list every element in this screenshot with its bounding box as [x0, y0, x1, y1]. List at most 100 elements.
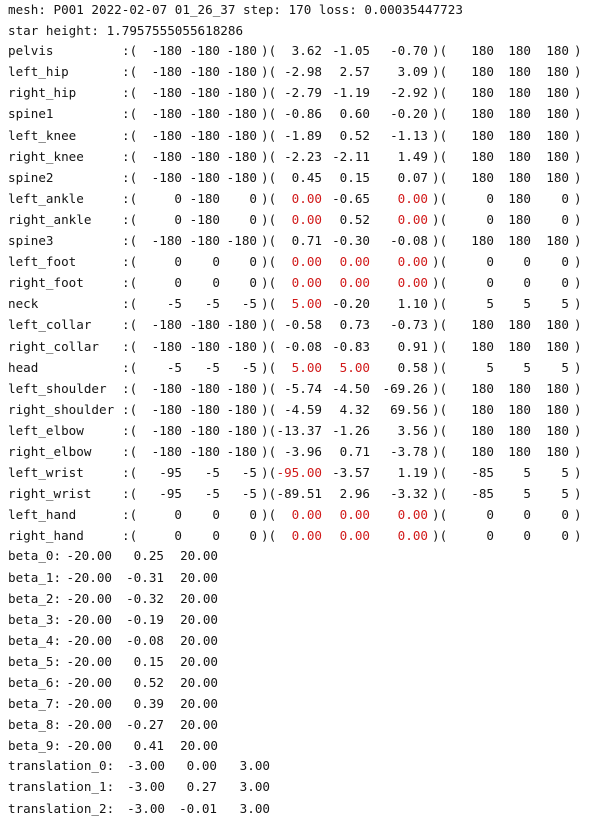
min-limit-value: 0 — [249, 507, 257, 523]
rotation-value: -2.92 — [390, 85, 428, 101]
joint-row-spine2: spine2:(-180 -180 -180)(0.45 0.15 0.07)(180 1… — [8, 167, 602, 188]
close-paren: ) — [574, 148, 582, 164]
beta-max-value: 20.00 — [180, 675, 218, 690]
separator-paren: )( — [261, 190, 277, 206]
max-limit-value: 0 — [561, 275, 569, 291]
beta-max-value: 20.00 — [180, 653, 218, 669]
separator-paren: )( — [432, 401, 448, 417]
separator-paren: )( — [261, 85, 277, 101]
separator-paren: )( — [261, 317, 277, 333]
joint-row-pelvis: pelvis:(-180 -180 -180)(3.62 -1.05 -0.70)(18… — [8, 40, 602, 61]
max-limit-value: 180 — [546, 106, 569, 122]
rotation-value: 0.73 — [339, 317, 370, 333]
separator-paren: )( — [432, 127, 448, 143]
max-limit-value: 180 — [471, 148, 494, 164]
max-limit-value: 0 — [486, 528, 494, 544]
separator-paren: )( — [261, 64, 277, 80]
beta-min-value: -20.00 — [66, 569, 113, 585]
rotation-value: -3.57 — [332, 465, 370, 481]
min-limit-value: 0 — [174, 190, 182, 206]
close-paren: ) — [574, 64, 582, 80]
min-limit-value: 0 — [174, 275, 182, 291]
rotation-value: -5.74 — [284, 380, 322, 396]
close-paren: ) — [574, 401, 582, 417]
translation-value: 0.27 — [186, 779, 217, 795]
joint-row-right-hand: right_hand:(0 0 0)(0.00 0.00 0.00)(0 0 0) — [8, 525, 602, 546]
beta-label: beta_2: — [8, 590, 62, 606]
separator-paren: )( — [432, 317, 448, 333]
joint-row-neck: neck:(-5 -5 -5)(5.00 -0.20 1.10)(5 5 5) — [8, 293, 602, 314]
separator-paren: )( — [261, 338, 277, 354]
joint-name: left_shoulder — [8, 380, 107, 396]
min-limit-value: -180 — [189, 127, 220, 143]
clamped-rotation-value: 0.00 — [339, 528, 370, 544]
min-limit-value: -180 — [189, 106, 220, 122]
rotation-value: 2.96 — [339, 486, 370, 502]
joint-row-left-hip: left_hip:(-180 -180 -180)(-2.98 2.57 3.09)(1… — [8, 61, 602, 82]
beta-row-5: beta_5: -20.00 0.15 20.00 — [8, 651, 602, 672]
min-limit-value: -180 — [226, 401, 257, 417]
beta-value: -0.08 — [126, 632, 164, 648]
rotation-value: -1.89 — [284, 127, 322, 143]
separator-paren: )( — [261, 422, 277, 438]
open-paren: :( — [122, 64, 138, 80]
rotation-value: 0.60 — [339, 106, 370, 122]
max-limit-value: 180 — [546, 43, 569, 59]
min-limit-value: -180 — [151, 169, 182, 185]
close-paren: ) — [574, 85, 582, 101]
separator-paren: )( — [261, 465, 277, 481]
close-paren: ) — [574, 528, 582, 544]
rotation-value: 0.15 — [339, 169, 370, 185]
joint-row-left-shoulder: left_shoulder:(-180 -180 -180)(-5.74 -4.50-… — [8, 378, 602, 399]
min-limit-value: -180 — [189, 317, 220, 333]
max-limit-value: 0 — [561, 507, 569, 523]
beta-label: beta_9: — [8, 738, 62, 754]
close-paren: ) — [574, 338, 582, 354]
min-limit-value: 0 — [212, 528, 220, 544]
max-limit-value: 5 — [523, 465, 531, 481]
clamped-rotation-value: 0.00 — [291, 211, 322, 227]
min-limit-value: -180 — [226, 169, 257, 185]
min-limit-value: -180 — [189, 190, 220, 206]
close-paren: ) — [574, 169, 582, 185]
max-limit-value: 180 — [471, 43, 494, 59]
joint-row-right-shoulder: right_shoulder:(-180 -180 -180)(-4.59 4.32 6… — [8, 399, 602, 420]
joint-name: right_collar — [8, 338, 99, 354]
separator-paren: )( — [261, 401, 277, 417]
separator-paren: )( — [432, 486, 448, 502]
min-limit-value: -180 — [189, 401, 220, 417]
separator-paren: )( — [432, 64, 448, 80]
rotation-value: -0.65 — [332, 190, 370, 206]
beta-min-value: -20.00 — [66, 675, 113, 690]
close-paren: ) — [574, 296, 582, 312]
close-paren: ) — [574, 380, 582, 396]
separator-paren: )( — [261, 254, 277, 270]
separator-paren: )( — [432, 106, 448, 122]
open-paren: :( — [122, 465, 138, 481]
rotation-value: 3.62 — [291, 43, 322, 59]
joint-name: spine3 — [8, 233, 54, 249]
close-paren: ) — [574, 127, 582, 143]
close-paren: ) — [574, 486, 582, 502]
min-limit-value: -180 — [226, 43, 257, 59]
min-limit-value: 0 — [212, 254, 220, 270]
separator-paren: )( — [261, 359, 277, 375]
clamped-rotation-value: 0.00 — [397, 254, 428, 270]
min-limit-value: -5 — [204, 359, 220, 375]
beta-row-7: beta_7: -20.00 0.39 20.00 — [8, 693, 602, 714]
translation-label: translation_2: — [8, 800, 115, 816]
max-limit-value: 0 — [486, 275, 494, 291]
rotation-value: 0.52 — [339, 211, 370, 227]
separator-paren: )( — [261, 127, 277, 143]
max-limit-value: 180 — [546, 169, 569, 185]
separator-paren: )( — [261, 211, 277, 227]
min-limit-value: -5 — [204, 465, 220, 481]
beta-label: beta_5: — [8, 653, 62, 669]
separator-paren: )( — [261, 106, 277, 122]
joint-name: right_wrist — [8, 486, 92, 502]
close-paren: ) — [574, 254, 582, 270]
console-output: mesh: P001 2022-02-07 01_26_37 step: 170… — [8, 0, 602, 819]
clamped-rotation-value: 0.00 — [339, 507, 370, 523]
separator-paren: )( — [261, 233, 277, 249]
translation-label: translation_1: — [8, 779, 115, 795]
